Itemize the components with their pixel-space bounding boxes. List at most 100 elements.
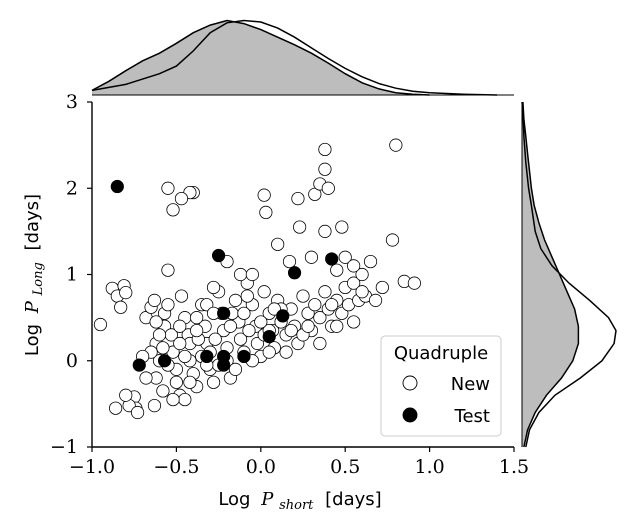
right-kde-new-line — [521, 101, 617, 448]
new-point — [284, 323, 298, 338]
y-tick-label: 3 — [66, 91, 78, 113]
y-label-unit: [days] — [22, 194, 43, 251]
test-point — [276, 309, 290, 323]
x-label-unit: [days] — [325, 489, 382, 510]
new-point — [174, 192, 189, 206]
new-point — [257, 285, 271, 299]
new-point — [338, 250, 352, 264]
legend: Quadruple New Test — [380, 335, 502, 437]
new-point — [282, 254, 297, 269]
new-point — [291, 192, 305, 206]
test-point — [212, 248, 226, 263]
new-point — [228, 362, 243, 376]
new-point — [147, 293, 162, 307]
new-point — [250, 336, 265, 351]
new-point — [240, 289, 254, 303]
new-point — [279, 345, 293, 359]
new-point — [308, 298, 322, 312]
new-point — [313, 311, 327, 325]
new-point — [156, 384, 170, 398]
y-label-sub: Long — [31, 262, 46, 296]
x-tick-label: −0.5 — [153, 456, 199, 478]
new-point — [304, 250, 319, 264]
new-point — [161, 298, 175, 312]
top-kde-new-line — [91, 19, 498, 96]
new-point — [296, 289, 310, 303]
new-point — [152, 328, 167, 342]
new-point — [149, 315, 163, 329]
new-point — [114, 300, 128, 314]
test-point — [287, 266, 302, 280]
new-point — [161, 263, 175, 277]
new-point — [237, 306, 251, 320]
legend-marker-test — [402, 407, 418, 423]
y-label-prefix: Log — [22, 324, 43, 356]
new-point — [161, 181, 175, 195]
new-point — [321, 181, 335, 195]
new-point — [174, 289, 189, 303]
x-tick-label: −1.0 — [69, 456, 115, 478]
test-point — [262, 329, 276, 344]
new-point — [147, 398, 162, 413]
test-point — [217, 358, 231, 372]
new-point — [233, 267, 248, 282]
y-tick-label: 1 — [66, 264, 78, 286]
y-label-var: P — [22, 300, 43, 314]
new-point — [347, 315, 361, 329]
new-point — [178, 349, 192, 364]
top-kde-test-fill — [92, 20, 430, 95]
x-tick-label: 1.0 — [414, 456, 444, 478]
x-tick-label: 1.5 — [499, 456, 529, 478]
new-point — [223, 319, 238, 333]
top-marginal-kde — [91, 19, 514, 96]
new-point — [363, 254, 378, 269]
new-point — [166, 392, 180, 407]
new-point — [318, 224, 332, 238]
new-point — [318, 142, 332, 157]
new-point — [245, 267, 259, 282]
new-point — [119, 388, 133, 402]
new-point — [313, 336, 327, 351]
new-point — [190, 311, 204, 325]
new-point — [368, 293, 383, 307]
new-point — [233, 332, 248, 346]
new-point — [335, 220, 349, 234]
new-point — [347, 276, 361, 290]
new-point — [119, 286, 133, 300]
new-point — [200, 298, 214, 312]
right-marginal-kde — [521, 101, 617, 448]
y-tick-label: 0 — [66, 350, 78, 372]
y-tick-label: 2 — [66, 177, 78, 199]
new-point — [206, 375, 221, 389]
x-ticks: −1.0 −0.5 0.0 0.5 1.0 1.5 — [69, 447, 529, 478]
x-axis-label: Log P short [days] — [218, 489, 381, 514]
y-ticks: −1 0 1 2 3 — [50, 91, 92, 458]
new-point — [318, 162, 332, 176]
test-point — [132, 358, 146, 372]
new-point — [330, 319, 344, 333]
test-point — [157, 354, 172, 368]
new-point — [190, 323, 204, 338]
new-point — [206, 280, 221, 295]
legend-label-new: New — [451, 374, 490, 395]
legend-marker-new — [402, 375, 418, 391]
new-point — [228, 293, 243, 307]
new-point — [139, 371, 153, 385]
new-point — [301, 306, 315, 320]
new-point — [166, 203, 180, 217]
new-point — [173, 319, 187, 333]
new-point — [259, 205, 273, 219]
new-point — [257, 188, 271, 202]
x-tick-label: 0.5 — [330, 456, 360, 478]
legend-label-test: Test — [454, 406, 490, 427]
x-label-sub: short — [279, 498, 314, 513]
x-label-prefix: Log — [218, 489, 250, 510]
y-tick-label: −1 — [50, 436, 78, 458]
new-point — [183, 375, 197, 389]
new-point — [347, 259, 361, 273]
x-label-var: P — [260, 489, 274, 510]
new-point — [208, 332, 222, 346]
y-axis-label: Log P Long [days] — [22, 194, 47, 356]
new-point — [130, 405, 145, 420]
